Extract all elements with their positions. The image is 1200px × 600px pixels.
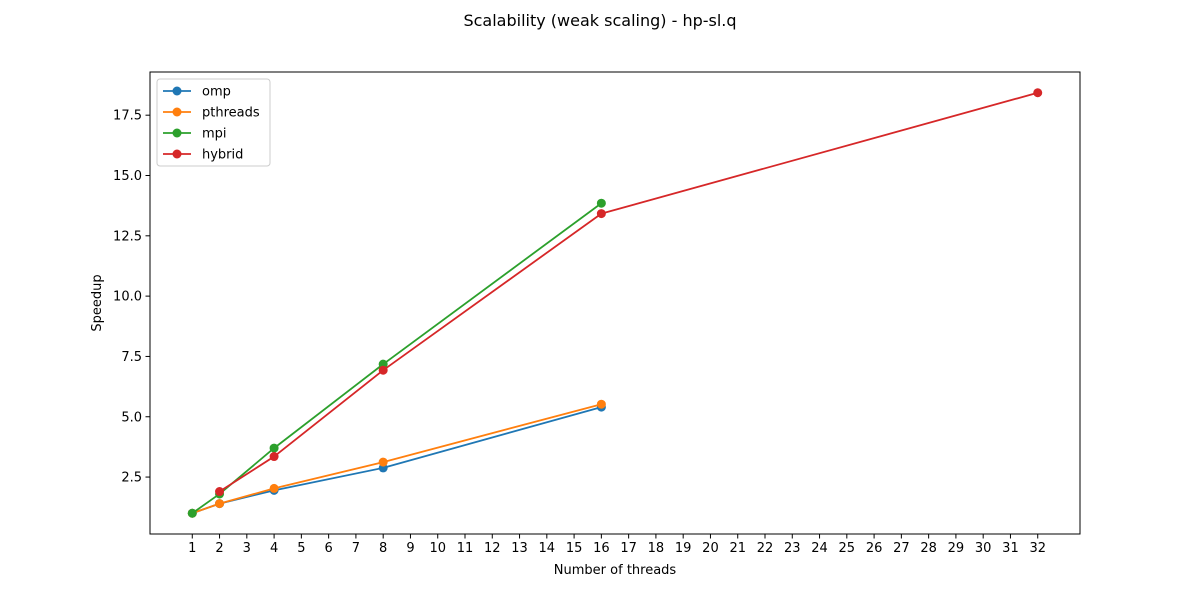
legend-label: omp <box>202 85 231 100</box>
x-tick-label: 8 <box>379 541 387 556</box>
x-tick-label: 24 <box>811 541 828 556</box>
x-tick-label: 5 <box>297 541 305 556</box>
legend-label: pthreads <box>202 106 260 121</box>
data-point-mpi <box>269 443 279 453</box>
data-point-hybrid <box>1033 88 1043 98</box>
data-point-mpi <box>187 508 197 518</box>
data-point-hybrid <box>215 487 225 497</box>
data-point-mpi <box>596 198 606 208</box>
series-hybrid <box>215 88 1043 497</box>
series-layer <box>187 88 1043 518</box>
x-tick-label: 29 <box>948 541 965 556</box>
x-tick-label: 1 <box>188 541 196 556</box>
legend-swatch-marker <box>172 86 182 96</box>
legend-swatch-marker <box>172 107 182 117</box>
legend-swatch-marker <box>172 149 182 159</box>
x-tick-label: 15 <box>566 541 583 556</box>
x-tick-label: 27 <box>893 541 910 556</box>
x-tick-label: 30 <box>975 541 992 556</box>
chart-title: Scalability (weak scaling) - hp-sl.q <box>463 11 736 30</box>
x-tick-label: 10 <box>429 541 446 556</box>
x-tick-label: 9 <box>406 541 414 556</box>
plot-area-frame <box>149 71 1081 535</box>
data-point-pthreads <box>269 483 279 493</box>
data-point-pthreads <box>378 457 388 467</box>
x-tick-label: 22 <box>757 541 774 556</box>
x-tick-label: 4 <box>270 541 278 556</box>
x-tick-label: 32 <box>1029 541 1046 556</box>
x-tick-label: 12 <box>484 541 501 556</box>
y-tick-label: 7.5 <box>121 350 142 365</box>
data-point-hybrid <box>378 365 388 375</box>
legend-swatch-marker <box>172 128 182 138</box>
x-tick-label: 11 <box>457 541 474 556</box>
x-tick-label: 31 <box>1002 541 1019 556</box>
legend-item-pthreads: pthreads <box>163 106 260 121</box>
y-axis-label: Speedup <box>90 274 105 331</box>
data-point-pthreads <box>215 499 225 509</box>
x-axis-label: Number of threads <box>554 563 677 578</box>
x-tick-label: 18 <box>648 541 665 556</box>
data-point-hybrid <box>269 452 279 462</box>
legend-label: hybrid <box>202 148 243 163</box>
legend-frame <box>156 78 271 167</box>
y-tick-label: 17.5 <box>113 109 142 124</box>
legend: omp pthreads mpi hybrid <box>156 78 271 167</box>
y-tick-label: 15.0 <box>113 169 142 184</box>
y-axis: 2.5 5.0 7.5 10.0 12.5 15.0 17.5 <box>113 109 150 486</box>
x-tick-label: 3 <box>243 541 251 556</box>
x-tick-label: 16 <box>593 541 610 556</box>
data-point-pthreads <box>596 399 606 409</box>
legend-label: mpi <box>202 127 227 142</box>
x-tick-label: 26 <box>866 541 883 556</box>
data-point-hybrid <box>596 209 606 219</box>
y-tick-label: 10.0 <box>113 290 142 305</box>
x-tick-label: 14 <box>539 541 556 556</box>
y-tick-label: 2.5 <box>121 471 142 486</box>
x-tick-label: 19 <box>675 541 692 556</box>
y-tick-label: 12.5 <box>113 229 142 244</box>
x-tick-label: 13 <box>511 541 528 556</box>
x-axis: 1 2 3 4 5 6 7 8 9 10 11 12 13 14 15 16 17 18 19 20 21 22 23 24 2… <box>188 534 1046 556</box>
x-tick-label: 20 <box>702 541 719 556</box>
x-tick-label: 28 <box>920 541 937 556</box>
x-tick-label: 2 <box>215 541 223 556</box>
legend-item-omp: omp <box>163 85 231 100</box>
x-tick-label: 7 <box>352 541 360 556</box>
x-tick-label: 25 <box>839 541 856 556</box>
legend-item-mpi: mpi <box>163 127 227 142</box>
y-tick-label: 5.0 <box>121 410 142 425</box>
x-tick-label: 23 <box>784 541 801 556</box>
x-tick-label: 17 <box>620 541 637 556</box>
x-tick-label: 21 <box>729 541 746 556</box>
x-tick-label: 6 <box>324 541 332 556</box>
legend-item-hybrid: hybrid <box>163 148 243 163</box>
